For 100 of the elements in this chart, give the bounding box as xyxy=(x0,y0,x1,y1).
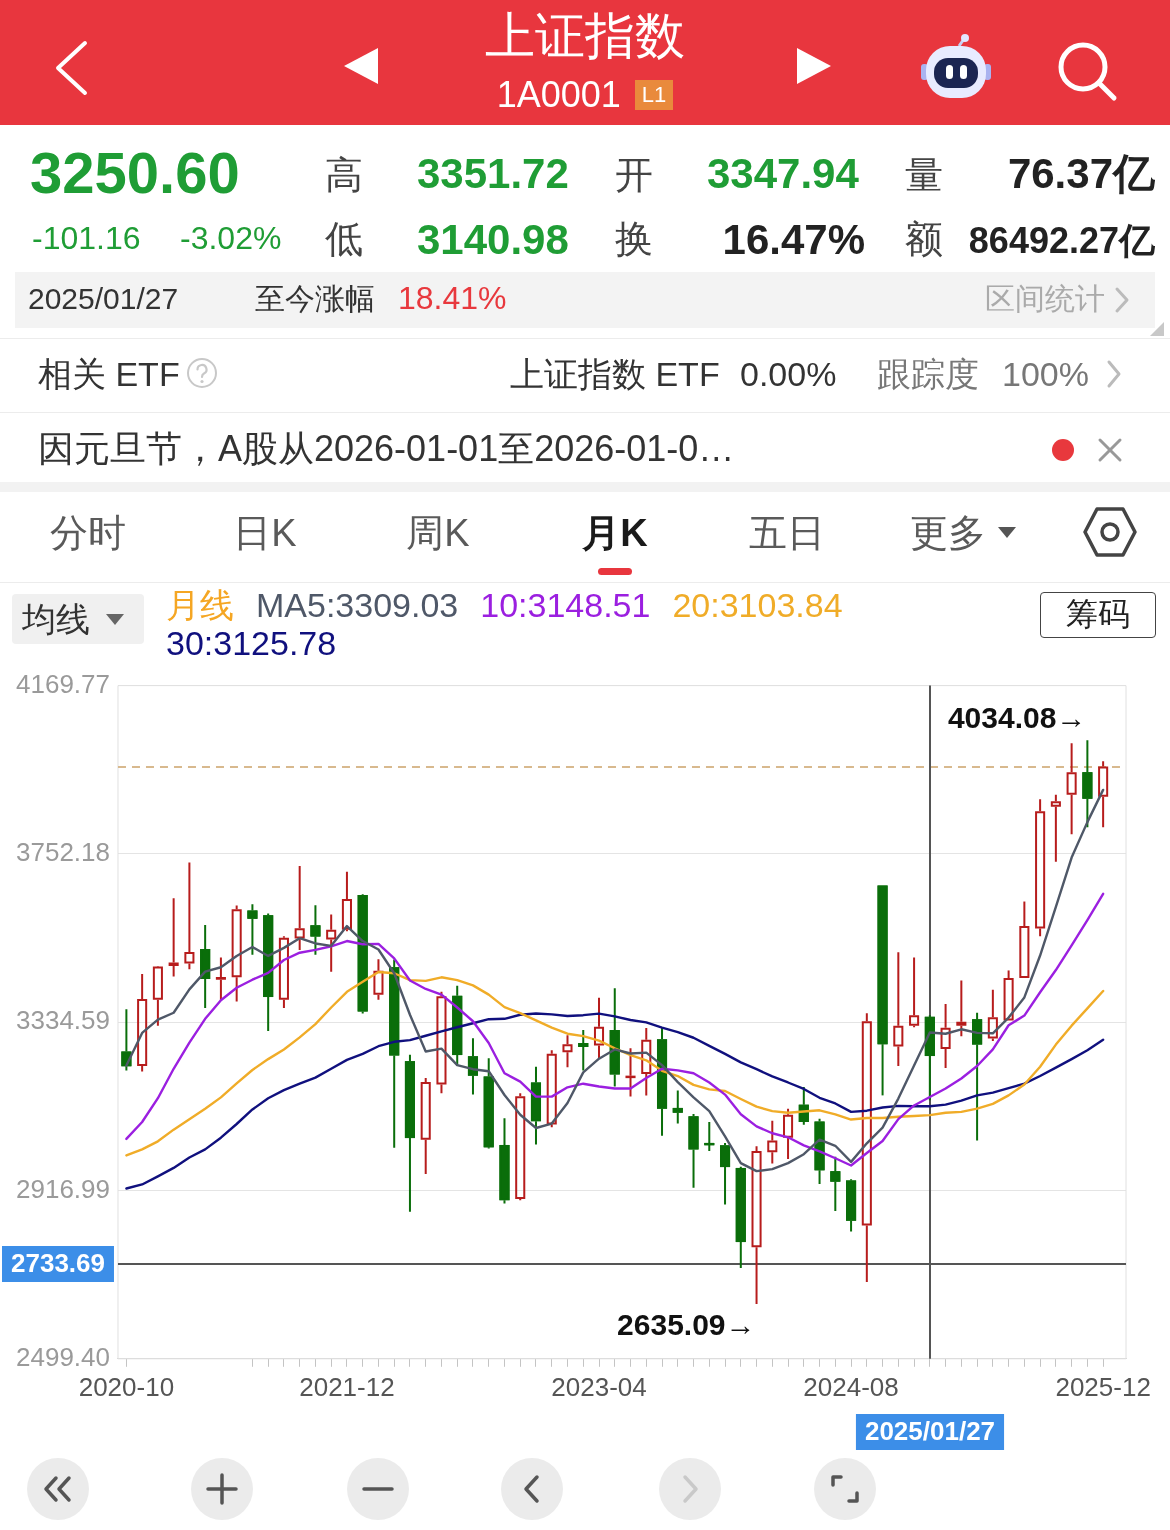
candlestick xyxy=(861,1012,872,1283)
candlestick xyxy=(278,935,289,1009)
x-tick-label: 2024-08 xyxy=(803,1371,899,1402)
text: 低 xyxy=(325,218,363,262)
candlestick xyxy=(121,1008,132,1072)
text: 量 xyxy=(905,154,943,198)
candlestick xyxy=(1082,739,1093,829)
text: 区间统计 xyxy=(985,282,1105,317)
text: 五日 xyxy=(748,512,826,556)
candlestick xyxy=(1003,969,1014,1021)
ref-line-label: 2025/01/27 xyxy=(864,1416,996,1447)
candlestick xyxy=(499,1117,510,1205)
candlestick xyxy=(783,1107,794,1161)
candlestick xyxy=(200,923,211,1009)
candlestick xyxy=(1035,798,1046,938)
candlestick xyxy=(751,1145,762,1306)
candlestick xyxy=(530,1065,542,1146)
text: 更多 xyxy=(909,512,987,556)
candlestick xyxy=(1019,900,1030,979)
candlestick xyxy=(294,865,305,951)
text: 相关 ETF xyxy=(38,355,180,395)
text: 10:3148.51 xyxy=(480,586,651,624)
chart-title: 上证指数 xyxy=(484,8,686,66)
candlestick xyxy=(326,913,337,973)
text: 3347.94 xyxy=(707,150,859,199)
candlestick xyxy=(909,956,920,1029)
candlestick xyxy=(940,1002,951,1069)
text: 额 xyxy=(905,218,943,262)
candlestick xyxy=(263,912,274,1032)
candlestick xyxy=(767,1119,778,1165)
y-tick-label: 2499.40 xyxy=(16,1341,110,1372)
legend-title: 月线 xyxy=(166,586,234,624)
candlestick xyxy=(1098,760,1109,829)
candlestick xyxy=(137,973,148,1073)
text: 76.37亿 xyxy=(1007,150,1155,199)
text: 86492.27亿 xyxy=(968,220,1155,262)
candlestick xyxy=(373,958,384,1001)
candlestick xyxy=(546,1049,557,1129)
text: 因元旦节，A股从2026-01-01至2026-01-0… xyxy=(38,428,735,470)
text: 20:3103.84 xyxy=(672,586,843,624)
candlestick xyxy=(798,1085,809,1126)
text: 3250.60 xyxy=(30,140,240,207)
text: -3.02% xyxy=(180,220,282,257)
candlestick xyxy=(956,979,967,1038)
y-tick-label: 4169.77 xyxy=(16,668,110,699)
annotation: 2635.09→ xyxy=(617,1308,756,1342)
text: 16.47% xyxy=(722,216,865,265)
text: 换 xyxy=(615,218,653,262)
candlestick xyxy=(656,1026,668,1137)
text: 开 xyxy=(615,154,653,198)
text: 月K xyxy=(581,512,649,556)
candlestick xyxy=(467,1037,479,1096)
text: 周K xyxy=(405,512,471,556)
y-tick-label: 2916.99 xyxy=(16,1173,110,1204)
candlestick xyxy=(152,966,163,1027)
text: 3140.98 xyxy=(417,216,569,265)
candlestick xyxy=(562,1034,573,1069)
candlestick xyxy=(310,904,321,956)
candlestick xyxy=(814,1117,825,1186)
candlestick xyxy=(641,1027,652,1097)
candlestick xyxy=(688,1112,699,1189)
candlestick xyxy=(877,885,888,1097)
candlestick xyxy=(1050,793,1061,863)
candlestick xyxy=(720,1141,731,1206)
candlestick xyxy=(404,1053,415,1213)
candlestick xyxy=(672,1089,683,1125)
chart-subtitle: 1A0001 xyxy=(496,74,621,116)
candlestick xyxy=(247,903,258,956)
candlestick xyxy=(184,861,195,971)
ref-line-label: 2733.69 xyxy=(11,1248,105,1279)
text: MA5:3309.03 xyxy=(256,586,459,624)
text: 至今涨幅 xyxy=(255,282,375,317)
text: 100% xyxy=(1002,355,1089,395)
annotation: 4034.08→ xyxy=(947,700,1087,734)
candlestick xyxy=(452,984,463,1067)
text: 30:3125.78 xyxy=(166,624,337,662)
x-tick-label: 2020-10 xyxy=(78,1371,175,1402)
text: 均线 xyxy=(22,600,90,640)
x-tick-label: 2021-12 xyxy=(299,1371,395,1402)
text: 跟踪度 xyxy=(877,355,979,395)
text: 3351.72 xyxy=(417,150,569,199)
text: 高 xyxy=(325,154,363,198)
y-tick-label: 3334.59 xyxy=(16,1005,110,1036)
candlestick xyxy=(168,897,179,978)
candlestick xyxy=(420,1077,431,1175)
text: 0.00% xyxy=(740,355,837,395)
y-tick-label: 3752.18 xyxy=(16,837,110,868)
candlestick xyxy=(924,1014,935,1102)
candlestick xyxy=(893,951,904,1067)
text: -101.16 xyxy=(32,220,141,257)
text: 2025/01/27 xyxy=(28,282,179,317)
candlestick xyxy=(593,996,605,1060)
text: 分时 xyxy=(49,512,127,556)
candlestick xyxy=(609,987,620,1088)
candlestick xyxy=(987,988,998,1042)
candlestick xyxy=(231,904,242,1003)
text: 上证指数 ETF xyxy=(510,355,720,395)
text: 18.41% xyxy=(398,280,507,317)
text: 日K xyxy=(232,512,298,556)
candlestick xyxy=(483,1057,494,1148)
